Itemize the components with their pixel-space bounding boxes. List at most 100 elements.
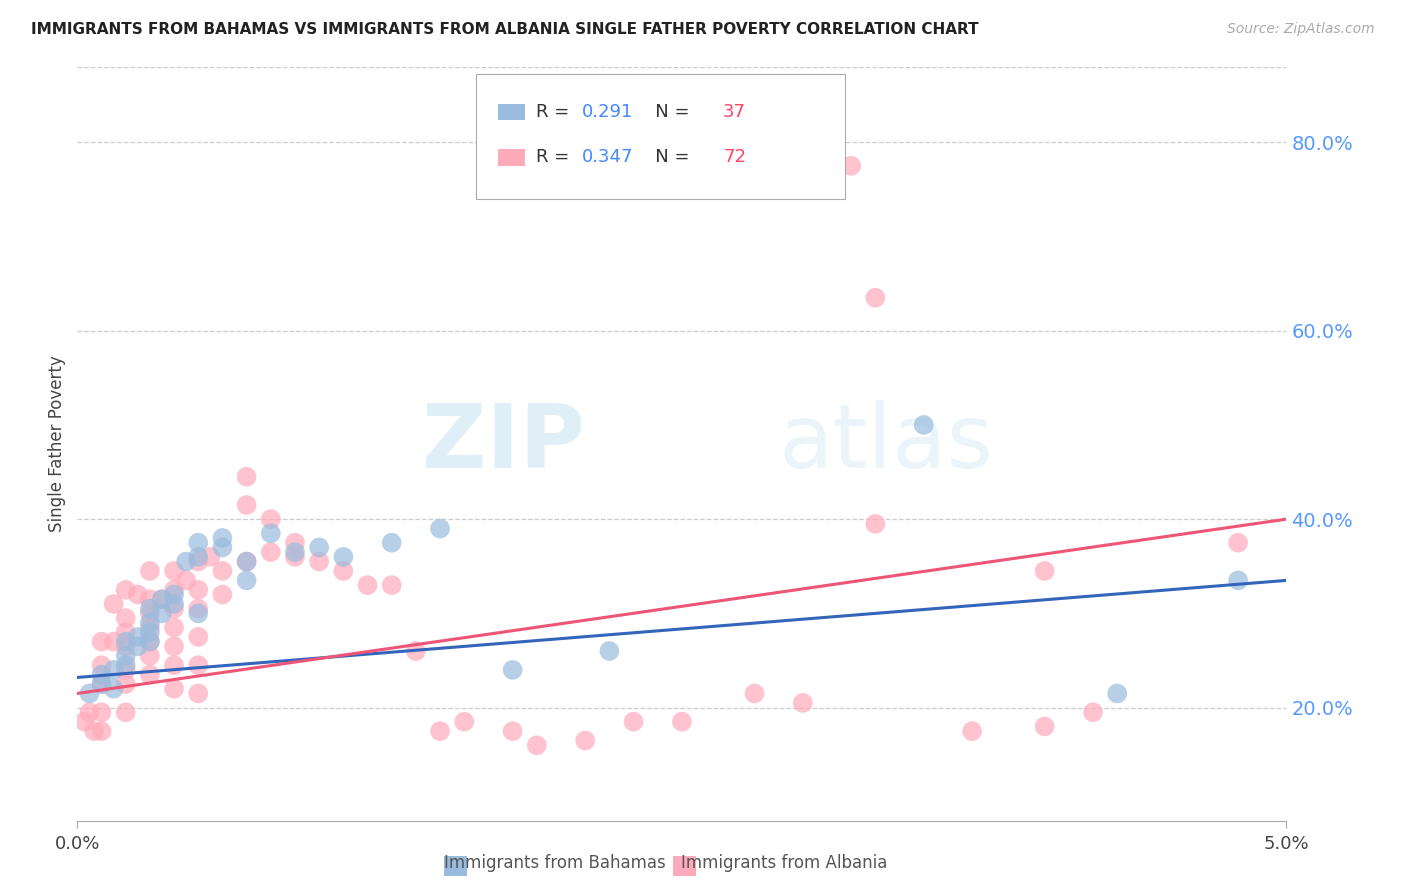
Point bbox=[114, 677, 136, 691]
Point bbox=[1033, 564, 1056, 578]
Point bbox=[187, 630, 209, 644]
Point bbox=[79, 706, 101, 720]
Text: R =: R = bbox=[536, 148, 575, 166]
Point bbox=[103, 663, 125, 677]
Point bbox=[1081, 706, 1104, 720]
Point bbox=[211, 541, 233, 555]
Point bbox=[114, 663, 136, 677]
Point bbox=[163, 582, 186, 597]
Point bbox=[114, 625, 136, 640]
Point bbox=[792, 696, 814, 710]
Text: IMMIGRANTS FROM BAHAMAS VS IMMIGRANTS FROM ALBANIA SINGLE FATHER POVERTY CORRELA: IMMIGRANTS FROM BAHAMAS VS IMMIGRANTS FR… bbox=[31, 22, 979, 37]
Point bbox=[453, 714, 475, 729]
Point bbox=[187, 555, 209, 569]
Point bbox=[211, 531, 233, 545]
Point bbox=[114, 658, 136, 673]
Y-axis label: Single Father Poverty: Single Father Poverty bbox=[48, 355, 66, 533]
Point bbox=[671, 714, 693, 729]
Point bbox=[83, 724, 105, 739]
Text: R =: R = bbox=[536, 103, 575, 121]
Text: 0.291: 0.291 bbox=[582, 103, 633, 121]
Point bbox=[90, 658, 112, 673]
Text: ZIP: ZIP bbox=[422, 401, 585, 487]
Point bbox=[127, 640, 149, 654]
Point bbox=[90, 677, 112, 691]
Point bbox=[1107, 686, 1129, 700]
Point bbox=[574, 733, 596, 747]
Point bbox=[381, 578, 404, 592]
Point bbox=[73, 714, 96, 729]
Point bbox=[623, 714, 645, 729]
Point bbox=[139, 564, 162, 578]
Point bbox=[114, 706, 136, 720]
Point bbox=[912, 417, 935, 432]
Point bbox=[235, 574, 257, 588]
Point bbox=[187, 582, 209, 597]
Point bbox=[502, 724, 524, 739]
Point bbox=[332, 549, 354, 564]
Point bbox=[187, 535, 209, 549]
Point bbox=[405, 644, 427, 658]
Text: atlas: atlas bbox=[779, 401, 994, 487]
Point bbox=[356, 578, 378, 592]
Point bbox=[139, 592, 162, 607]
Point bbox=[90, 634, 112, 648]
Point bbox=[284, 535, 307, 549]
Point bbox=[114, 611, 136, 625]
Text: Immigrants from Bahamas: Immigrants from Bahamas bbox=[444, 855, 666, 872]
Point bbox=[235, 469, 257, 483]
Point bbox=[90, 706, 112, 720]
Point bbox=[200, 549, 222, 564]
Point bbox=[114, 634, 136, 648]
Point bbox=[139, 634, 162, 648]
Point bbox=[139, 667, 162, 681]
Point bbox=[211, 564, 233, 578]
Point bbox=[139, 601, 162, 615]
Point bbox=[187, 607, 209, 621]
Point bbox=[139, 615, 162, 630]
Point bbox=[235, 555, 257, 569]
Point bbox=[163, 620, 186, 634]
Text: 72: 72 bbox=[723, 148, 747, 166]
Point bbox=[127, 630, 149, 644]
Point bbox=[163, 597, 186, 611]
Point bbox=[79, 686, 101, 700]
Point bbox=[187, 686, 209, 700]
Point bbox=[150, 607, 173, 621]
FancyBboxPatch shape bbox=[498, 149, 524, 166]
Point bbox=[163, 640, 186, 654]
Point bbox=[526, 739, 548, 753]
Point bbox=[90, 677, 112, 691]
Point bbox=[90, 724, 112, 739]
Point bbox=[839, 159, 862, 173]
Point bbox=[502, 663, 524, 677]
Point bbox=[429, 522, 451, 536]
Point bbox=[1227, 574, 1250, 588]
Point bbox=[1033, 719, 1056, 733]
Point bbox=[103, 634, 125, 648]
Point bbox=[174, 555, 197, 569]
Point bbox=[235, 498, 257, 512]
Text: Source: ZipAtlas.com: Source: ZipAtlas.com bbox=[1227, 22, 1375, 37]
FancyBboxPatch shape bbox=[498, 103, 524, 120]
Point bbox=[960, 724, 983, 739]
Point bbox=[429, 724, 451, 739]
Point bbox=[308, 555, 330, 569]
FancyBboxPatch shape bbox=[477, 74, 845, 199]
Point bbox=[744, 686, 766, 700]
Point bbox=[284, 545, 307, 559]
Point bbox=[235, 555, 257, 569]
Point bbox=[150, 592, 173, 607]
Point bbox=[114, 648, 136, 663]
Text: Immigrants from Albania: Immigrants from Albania bbox=[682, 855, 887, 872]
Point bbox=[114, 640, 136, 654]
Point bbox=[260, 545, 283, 559]
Point bbox=[163, 588, 186, 602]
Text: N =: N = bbox=[638, 148, 696, 166]
Point bbox=[187, 549, 209, 564]
Point bbox=[381, 535, 404, 549]
Point bbox=[865, 291, 887, 305]
Point bbox=[187, 601, 209, 615]
Point bbox=[103, 597, 125, 611]
Text: 0.347: 0.347 bbox=[582, 148, 633, 166]
